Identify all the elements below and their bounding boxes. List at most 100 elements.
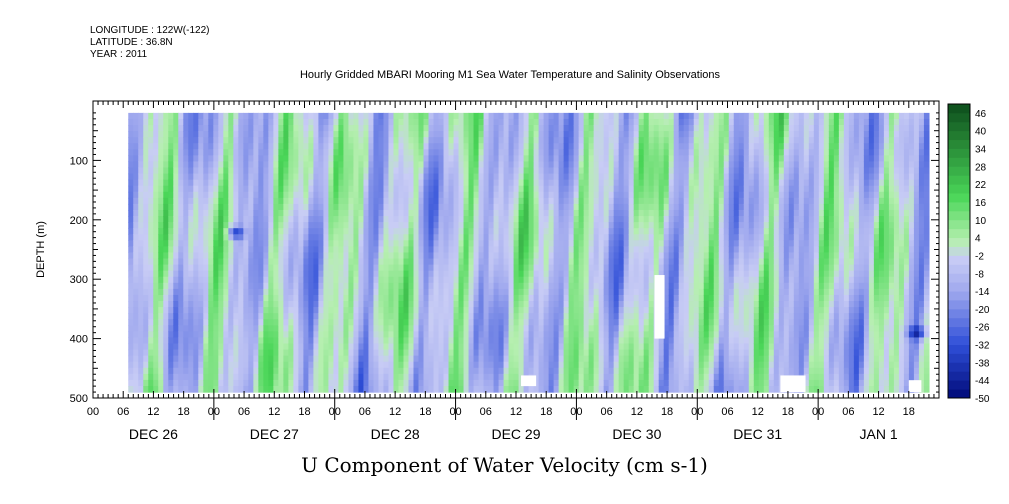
heatmap-cell bbox=[243, 216, 249, 223]
heatmap-cell bbox=[158, 379, 164, 387]
heatmap-cell bbox=[448, 301, 455, 308]
heatmap-cell bbox=[533, 191, 540, 199]
heatmap-cell bbox=[293, 294, 299, 302]
heatmap-cell bbox=[408, 216, 415, 223]
heatmap-cell bbox=[188, 209, 194, 217]
heatmap-cell bbox=[188, 264, 194, 272]
heatmap-cell bbox=[398, 337, 405, 345]
heatmap-cell bbox=[378, 319, 385, 326]
heatmap-cell bbox=[373, 343, 380, 351]
heatmap-cell bbox=[613, 319, 620, 326]
heatmap-cell bbox=[233, 355, 239, 363]
heatmap-cell bbox=[168, 167, 174, 175]
heatmap-cell bbox=[338, 294, 345, 302]
heatmap-cell bbox=[328, 149, 335, 156]
heatmap-cell bbox=[348, 234, 355, 241]
heatmap-cell bbox=[323, 118, 330, 126]
heatmap-cell bbox=[228, 294, 234, 302]
heatmap-cell bbox=[453, 125, 460, 132]
heatmap-cell bbox=[483, 307, 490, 314]
heatmap-cell bbox=[283, 319, 289, 326]
heatmap-cell bbox=[518, 161, 525, 169]
heatmap-cell bbox=[548, 216, 555, 223]
heatmap-cell bbox=[638, 313, 645, 320]
heatmap-cell bbox=[658, 149, 665, 156]
heatmap-cell bbox=[423, 343, 430, 351]
heatmap-cell bbox=[343, 313, 350, 320]
heatmap-cell bbox=[513, 228, 520, 235]
heatmap-cell bbox=[473, 367, 480, 375]
heatmap-cell bbox=[253, 367, 259, 375]
heatmap-cell bbox=[488, 252, 495, 260]
heatmap-cell bbox=[578, 155, 585, 163]
heatmap-cell bbox=[528, 343, 535, 351]
heatmap-cell bbox=[193, 343, 199, 351]
heatmap-cell bbox=[488, 191, 495, 199]
heatmap-cell bbox=[493, 264, 500, 272]
heatmap-cell bbox=[303, 288, 309, 296]
heatmap-cell bbox=[448, 379, 455, 387]
heatmap-cell bbox=[508, 331, 515, 339]
heatmap-cell bbox=[348, 343, 355, 351]
heatmap-cell bbox=[623, 197, 630, 205]
heatmap-cell bbox=[433, 197, 440, 205]
heatmap-cell bbox=[408, 149, 415, 156]
heatmap-cell bbox=[153, 288, 159, 296]
heatmap-cell bbox=[538, 367, 545, 375]
heatmap-cell bbox=[373, 294, 380, 302]
heatmap-cell bbox=[263, 222, 269, 229]
heatmap-cell bbox=[508, 264, 515, 272]
heatmap-cell bbox=[588, 167, 595, 175]
heatmap-cell bbox=[558, 270, 565, 278]
heatmap-cell bbox=[328, 307, 335, 314]
heatmap-cell bbox=[268, 313, 274, 320]
heatmap-cell bbox=[623, 185, 630, 193]
heatmap-cell bbox=[163, 288, 169, 296]
heatmap-cell bbox=[313, 343, 320, 351]
heatmap-cell bbox=[163, 112, 169, 120]
heatmap-cell bbox=[183, 307, 189, 314]
heatmap-cell bbox=[533, 325, 540, 332]
heatmap-cell bbox=[303, 112, 309, 120]
heatmap-cell bbox=[503, 379, 510, 387]
heatmap-cell bbox=[298, 173, 304, 181]
heatmap-cell bbox=[548, 149, 555, 156]
heatmap-cell bbox=[468, 209, 475, 217]
heatmap-cell bbox=[668, 240, 675, 247]
heatmap-cell bbox=[258, 125, 264, 132]
heatmap-cell bbox=[338, 131, 345, 138]
heatmap-cell bbox=[663, 319, 670, 326]
heatmap-cell bbox=[488, 155, 495, 163]
heatmap-cell bbox=[478, 216, 485, 223]
heatmap-cell bbox=[368, 343, 375, 351]
heatmap-cell bbox=[323, 191, 330, 199]
heatmap-cell bbox=[328, 294, 335, 302]
heatmap-cell bbox=[513, 161, 520, 169]
heatmap-cell bbox=[253, 373, 259, 381]
heatmap-cell bbox=[588, 301, 595, 308]
heatmap-cell bbox=[643, 246, 650, 254]
heatmap-cell bbox=[428, 161, 435, 169]
heatmap-cell bbox=[178, 252, 184, 260]
heatmap-cell bbox=[548, 331, 555, 339]
heatmap-cell bbox=[383, 240, 390, 247]
heatmap-cell bbox=[153, 379, 159, 387]
heatmap-cell bbox=[633, 331, 640, 339]
heatmap-cell bbox=[388, 258, 395, 266]
heatmap-cell bbox=[228, 343, 234, 351]
heatmap-cell bbox=[353, 349, 360, 357]
heatmap-cell bbox=[663, 131, 670, 138]
heatmap-cell bbox=[383, 173, 390, 181]
heatmap-cell bbox=[448, 331, 455, 339]
heatmap-cell bbox=[288, 191, 294, 199]
heatmap-cell bbox=[573, 173, 580, 181]
heatmap-cell bbox=[413, 264, 420, 272]
heatmap-cell bbox=[663, 191, 670, 199]
heatmap-cell bbox=[163, 197, 169, 205]
heatmap-cell bbox=[373, 288, 380, 296]
heatmap-cell bbox=[243, 125, 249, 132]
heatmap-cell bbox=[543, 276, 550, 284]
heatmap-cell bbox=[598, 301, 605, 308]
heatmap-cell bbox=[168, 288, 174, 296]
heatmap-cell bbox=[333, 137, 340, 144]
